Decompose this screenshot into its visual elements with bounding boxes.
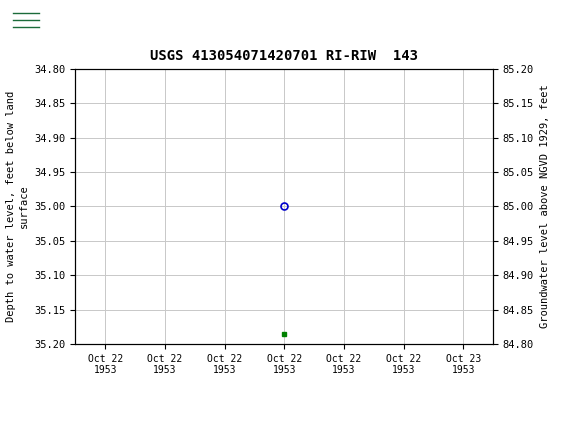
FancyBboxPatch shape	[10, 6, 42, 34]
Y-axis label: Depth to water level, feet below land
surface: Depth to water level, feet below land su…	[6, 91, 29, 322]
Y-axis label: Groundwater level above NGVD 1929, feet: Groundwater level above NGVD 1929, feet	[539, 85, 549, 328]
Title: USGS 413054071420701 RI-RIW  143: USGS 413054071420701 RI-RIW 143	[150, 49, 418, 64]
Text: USGS: USGS	[49, 10, 109, 30]
